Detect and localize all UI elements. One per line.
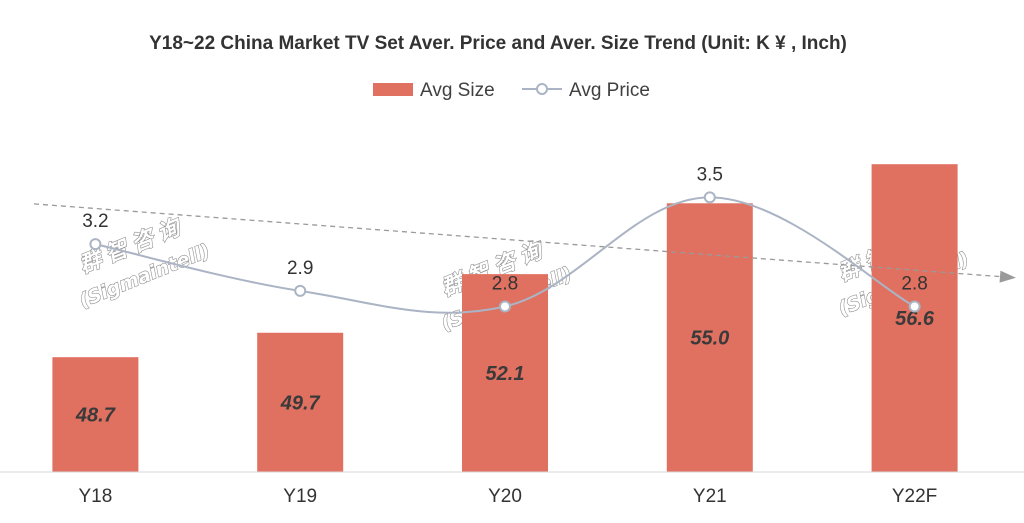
bar-value-label: 48.7	[75, 405, 116, 427]
x-axis-ticks: Y18 Y19 Y20 Y21 Y22F	[78, 486, 937, 507]
price-value-label: 2.9	[287, 258, 313, 279]
bar-value-label: 56.6	[895, 308, 935, 330]
price-point-y21	[703, 191, 716, 204]
price-value-label: 2.8	[901, 273, 927, 294]
bars-group: 48.7 49.7 52.1 55.0 56.6	[52, 164, 958, 473]
bar-y18	[52, 357, 139, 472]
bar-y19	[257, 332, 344, 472]
legend-swatch-avg-price-marker	[536, 83, 548, 95]
legend-label-avg-size: Avg Size	[420, 80, 495, 101]
bar-value-label: 49.7	[280, 392, 321, 414]
chart-title: Y18~22 China Market TV Set Aver. Price a…	[149, 33, 847, 54]
legend-swatch-avg-size	[373, 83, 413, 96]
trendline-arrowhead	[999, 270, 1016, 283]
price-line-group: 3.2 2.9 2.8 3.5 2.8	[82, 164, 928, 314]
trendline-group	[33, 203, 1016, 283]
price-point-y18	[89, 238, 102, 251]
x-tick-label: Y19	[283, 486, 317, 507]
legend: Avg Size Avg Price	[373, 80, 650, 101]
price-value-label: 2.8	[492, 273, 518, 294]
price-value-label: 3.5	[697, 164, 723, 185]
bar-y21	[666, 203, 753, 473]
price-point-y22f	[908, 300, 921, 313]
x-tick-label: Y21	[693, 486, 727, 507]
bar-value-label: 55.0	[690, 328, 729, 350]
price-point-y20	[499, 300, 511, 313]
avg-price-line	[95, 196, 916, 314]
x-tick-label: Y18	[78, 486, 112, 507]
legend-label-avg-price: Avg Price	[569, 80, 650, 101]
bar-value-label: 52.1	[486, 363, 525, 385]
bar-y22f	[871, 164, 958, 472]
x-tick-label: Y22F	[892, 486, 937, 507]
price-point-y19	[294, 284, 307, 297]
price-value-label: 3.2	[82, 211, 108, 232]
x-tick-label: Y20	[488, 486, 522, 507]
